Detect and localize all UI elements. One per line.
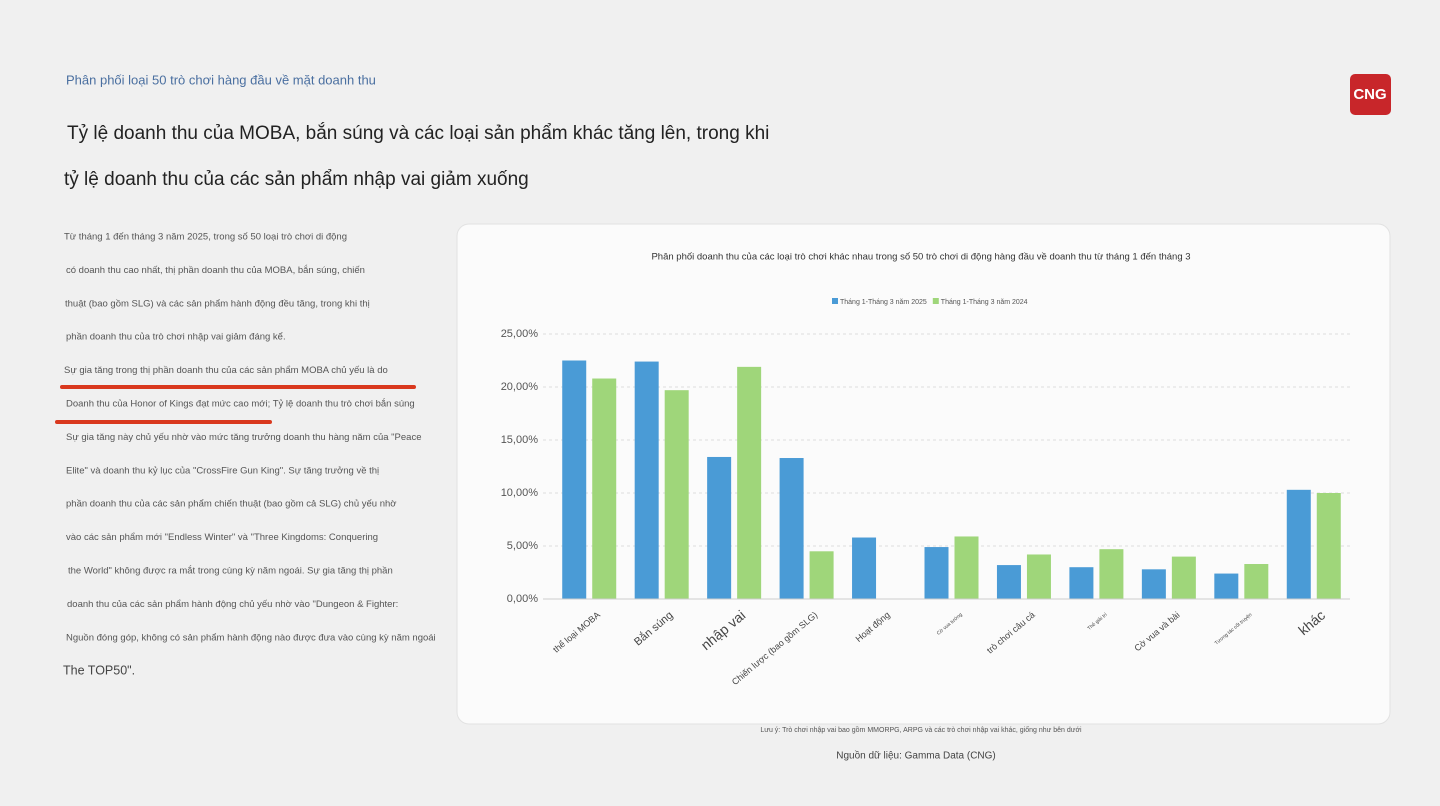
bar [634, 361, 659, 599]
bar [852, 537, 877, 599]
body-text: Doanh thu của Honor of Kings đạt mức cao… [66, 399, 415, 410]
bar [996, 565, 1021, 599]
chart-title: Phân phối doanh thu của các loại trò chơ… [651, 252, 1190, 263]
bar [1316, 493, 1341, 599]
bar [592, 378, 617, 599]
heading: tỷ lệ doanh thu của các sản phẩm nhập va… [64, 169, 529, 190]
y-tick-label: 15,00% [501, 434, 539, 446]
logo-text: CNG [1353, 86, 1386, 103]
bar [1141, 569, 1166, 599]
bar [562, 360, 587, 599]
body-text: Sự gia tăng này chủ yếu nhờ vào mức tăng… [66, 432, 422, 443]
logo [1350, 74, 1391, 115]
y-tick-label: 0,00% [507, 593, 538, 605]
body-text: vào các sản phẩm mới "Endless Winter" và… [66, 532, 378, 543]
bar [1171, 556, 1196, 599]
body-text: có doanh thu cao nhất, thị phần doanh th… [66, 265, 365, 276]
chart-note: Lưu ý: Trò chơi nhập vai bao gồm MMORPG,… [760, 725, 1082, 734]
legend-label: Tháng 1-Tháng 3 năm 2024 [941, 299, 1028, 306]
body-text: Sự gia tăng trong thị phần doanh thu của… [64, 365, 388, 376]
body-text: Elite" và doanh thu kỷ lục của "CrossFir… [66, 465, 379, 476]
body-text: Từ tháng 1 đến tháng 3 năm 2025, trong s… [64, 232, 347, 243]
heading: Tỷ lệ doanh thu của MOBA, bắn súng và cá… [67, 122, 769, 144]
y-tick-label: 25,00% [501, 328, 539, 340]
bar [1026, 554, 1051, 599]
legend-label: Tháng 1-Tháng 3 năm 2025 [840, 299, 927, 306]
bar [1069, 567, 1094, 599]
body-text: thuật (bao gồm SLG) và các sản phẩm hành… [65, 298, 370, 309]
bar [809, 551, 834, 599]
kicker: Phân phối loại 50 trò chơi hàng đầu về m… [66, 72, 376, 87]
chart-source: Nguồn dữ liệu: Gamma Data (CNG) [836, 750, 996, 762]
bar [779, 458, 804, 599]
legend-swatch [932, 298, 939, 304]
y-tick-label: 10,00% [501, 487, 539, 499]
bar [954, 536, 979, 599]
bar [664, 390, 689, 599]
body-text: doanh thu của các sản phẩm hành động chủ… [67, 599, 398, 610]
body-text: phần doanh thu của trò chơi nhập vai giả… [66, 332, 286, 343]
bar [1214, 573, 1239, 599]
y-tick-label: 20,00% [501, 381, 539, 393]
legend-swatch [832, 298, 838, 304]
body-text: Nguồn đóng góp, không có sản phẩm hành đ… [66, 632, 436, 643]
bar [1099, 549, 1124, 599]
bar [924, 547, 949, 599]
y-tick-label: 5,00% [507, 540, 538, 552]
bar [1286, 489, 1311, 599]
bar [737, 366, 762, 599]
body-text: the World" không được ra mắt trong cùng … [68, 566, 393, 577]
bar [707, 456, 732, 599]
bar [1244, 564, 1269, 599]
body-text: The TOP50". [63, 663, 135, 677]
body-text: phần doanh thu của các sản phẩm chiến th… [66, 499, 397, 510]
